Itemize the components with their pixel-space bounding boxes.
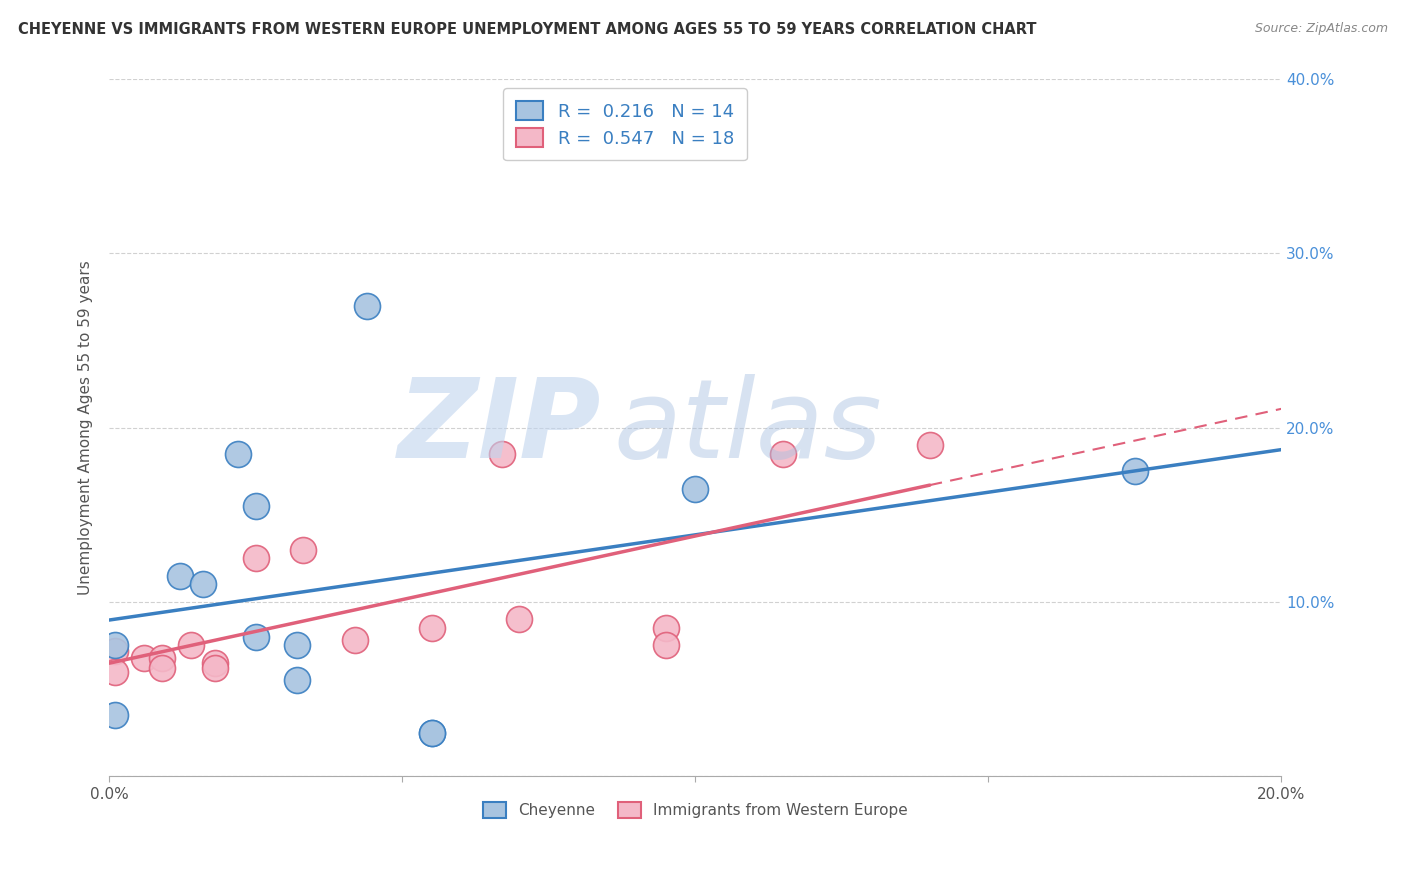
Point [655, 621, 678, 635]
Point [191, 577, 214, 591]
Point [204, 661, 226, 675]
Point [104, 643, 127, 657]
Text: ZIP: ZIP [398, 374, 602, 481]
Point [918, 438, 941, 452]
Point [491, 447, 513, 461]
Text: CHEYENNE VS IMMIGRANTS FROM WESTERN EUROPE UNEMPLOYMENT AMONG AGES 55 TO 59 YEAR: CHEYENNE VS IMMIGRANTS FROM WESTERN EURO… [18, 22, 1036, 37]
Point [344, 633, 367, 648]
Point [150, 661, 173, 675]
Point [655, 639, 678, 653]
Y-axis label: Unemployment Among Ages 55 to 59 years: Unemployment Among Ages 55 to 59 years [79, 260, 93, 595]
Point [285, 673, 308, 688]
Text: atlas: atlas [613, 374, 882, 481]
Point [104, 639, 127, 653]
Point [245, 551, 267, 566]
Point [104, 708, 127, 723]
Point [772, 447, 794, 461]
Point [226, 447, 249, 461]
Point [245, 499, 267, 513]
Point [245, 630, 267, 644]
Point [420, 621, 443, 635]
Point [356, 299, 378, 313]
Point [420, 725, 443, 739]
Text: Source: ZipAtlas.com: Source: ZipAtlas.com [1254, 22, 1388, 36]
Point [508, 612, 530, 626]
Point [134, 650, 156, 665]
Point [104, 665, 127, 679]
Point [204, 656, 226, 670]
Point [291, 542, 314, 557]
Legend: Cheyenne, Immigrants from Western Europe: Cheyenne, Immigrants from Western Europe [477, 796, 914, 824]
Point [685, 482, 707, 496]
Point [285, 639, 308, 653]
Point [150, 650, 173, 665]
Point [1123, 464, 1146, 478]
Point [180, 639, 202, 653]
Point [169, 568, 191, 582]
Point [420, 725, 443, 739]
